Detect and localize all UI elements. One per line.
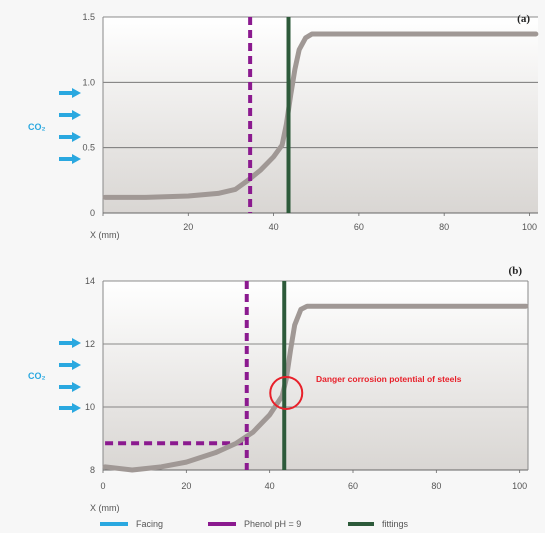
- danger-circle: [269, 375, 304, 410]
- x-tick-label: 60: [354, 222, 364, 232]
- plot-area: [103, 17, 538, 213]
- x-axis-title: X (mm): [90, 503, 120, 513]
- co2-arrow-icon: [59, 338, 81, 348]
- y-tick-label: 1.0: [82, 77, 95, 87]
- panel-b: 8 10 12 14 0 20 40 60 80 100 X (mm) (b) Danger corro…: [28, 265, 529, 513]
- panel-tag: (a): [517, 13, 530, 25]
- y-tick-label: 8: [90, 465, 95, 475]
- y-tick-label: 0: [90, 208, 95, 218]
- legend-label: Phenol pH = 9: [244, 519, 301, 529]
- co2-arrow-icon: [59, 132, 81, 142]
- x-tick-label: 80: [431, 481, 441, 491]
- co2-arrow-icon: [59, 154, 81, 164]
- y-tick-label: 0.5: [82, 143, 95, 153]
- co2-arrow-icon: [59, 403, 81, 413]
- y-tick-label: 14: [85, 276, 95, 286]
- y-tick-label: 1.5: [82, 12, 95, 22]
- y-tick-label: 10: [85, 402, 95, 412]
- x-tick-label: 100: [522, 222, 537, 232]
- co2-arrow-icon: [59, 382, 81, 392]
- legend-label: Facing: [136, 519, 163, 529]
- plot-area: [103, 281, 528, 470]
- legend: Facing Phenol pH = 9 fittings: [100, 519, 409, 529]
- x-tick-label: 40: [269, 222, 279, 232]
- series-line: [102, 31, 539, 200]
- x-tick-label: 40: [265, 481, 275, 491]
- x-tick-label: 60: [348, 481, 358, 491]
- legend-label: fittings: [382, 519, 409, 529]
- x-tick-label: 20: [181, 481, 191, 491]
- x-tick-label: 100: [512, 481, 527, 491]
- y-tick-label: 12: [85, 339, 95, 349]
- co2-label: CO₂: [28, 122, 46, 132]
- panel-a: 0 0.5 1.0 1.5 20 40 60 80 100 X (mm) (a) CO₂: [28, 12, 539, 240]
- panel-tag: (b): [509, 265, 523, 277]
- series-line: [102, 303, 529, 473]
- x-tick-label: 0: [100, 481, 105, 491]
- co2-arrow-icon: [59, 110, 81, 120]
- co2-label: CO₂: [28, 371, 46, 381]
- x-tick-label: 20: [183, 222, 193, 232]
- x-axis-title: X (mm): [90, 230, 120, 240]
- co2-arrow-icon: [59, 360, 81, 370]
- x-tick-label: 80: [439, 222, 449, 232]
- danger-annotation: Danger corrosion potential of steels: [316, 374, 462, 384]
- co2-arrow-icon: [59, 88, 81, 98]
